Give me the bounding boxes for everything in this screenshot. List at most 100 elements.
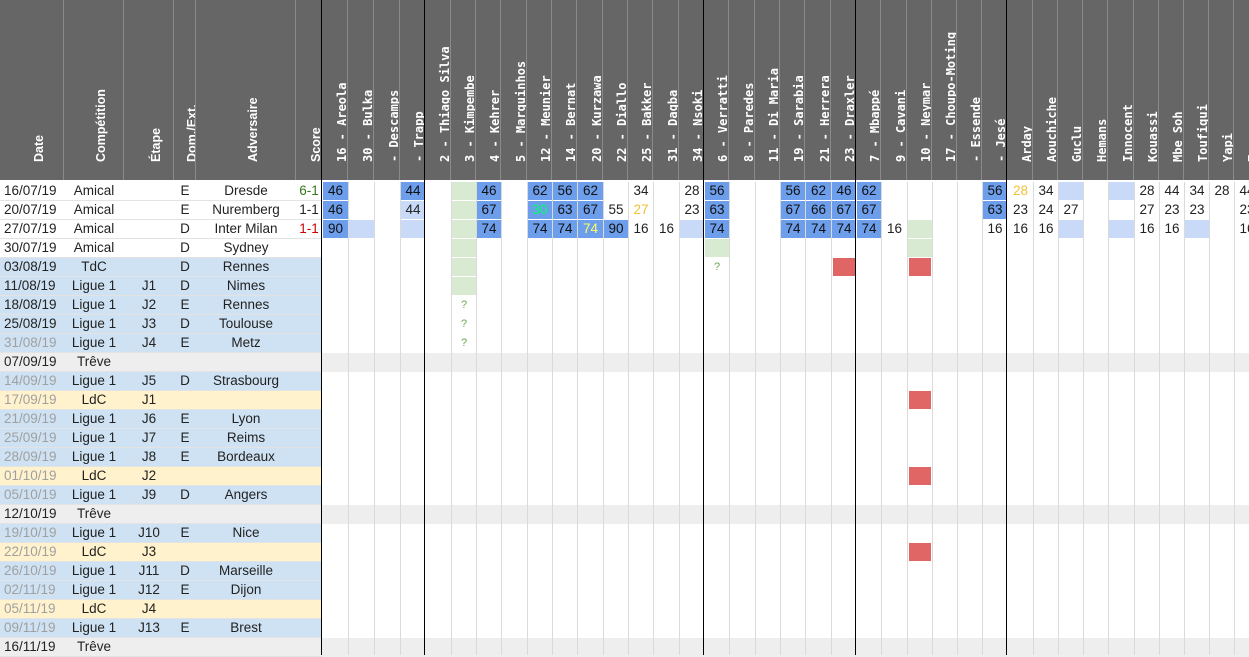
player-cell[interactable]: 23 (684, 202, 700, 217)
player-cell[interactable]: 44 (1164, 183, 1180, 198)
player-cell[interactable]: 34 (1038, 183, 1054, 198)
player-cell[interactable]: 28 (1139, 183, 1155, 198)
header-player[interactable]: 14 - Bernat (552, 0, 577, 180)
player-cell[interactable]: 63 (553, 201, 577, 219)
match-row[interactable] (0, 486, 322, 505)
match-row[interactable] (0, 277, 322, 296)
header-player[interactable]: 11 - Di Maria (755, 0, 780, 180)
match-row[interactable] (0, 182, 322, 201)
player-cell[interactable]: 62 (528, 182, 552, 200)
player-cell[interactable]: 44 (1239, 183, 1249, 198)
match-row[interactable] (0, 258, 322, 277)
player-cell[interactable]: 28 (1214, 183, 1230, 198)
player-cell[interactable]: 27 (633, 202, 649, 217)
header-player[interactable]: Guclu (1058, 0, 1083, 180)
header-player[interactable]: Mbe Soh (1159, 0, 1184, 180)
match-row[interactable] (0, 334, 322, 353)
player-cell[interactable] (705, 239, 729, 257)
match-row[interactable] (0, 353, 322, 372)
player-cell[interactable]: 16 (1038, 221, 1054, 236)
header-competition[interactable]: Compétition (64, 0, 124, 180)
header-player[interactable]: 6 - Verratti (704, 0, 729, 180)
match-row[interactable] (0, 296, 322, 315)
player-cell[interactable]: 16 (658, 221, 675, 236)
header-player[interactable]: 12 - Meunier (527, 0, 552, 180)
header-player[interactable]: - Trapp (400, 0, 425, 180)
match-row[interactable] (0, 372, 322, 391)
header-player[interactable]: 20 - Kurzawa (577, 0, 603, 180)
header-player[interactable]: 21 - Herrera (805, 0, 831, 180)
match-row[interactable] (0, 619, 322, 638)
player-cell[interactable]: 27 (1139, 202, 1155, 217)
match-row[interactable] (0, 391, 322, 410)
header-date[interactable]: Date (0, 0, 64, 180)
player-cell[interactable]: 74 (528, 220, 552, 238)
header-player[interactable]: 17 - Choupo-Moting (932, 0, 957, 180)
player-cell[interactable] (909, 391, 931, 409)
player-cell[interactable] (1109, 182, 1134, 200)
header-player[interactable]: Zagre (1234, 0, 1249, 180)
header-player[interactable]: 4 - Kehrer (476, 0, 501, 180)
player-cell[interactable] (349, 220, 374, 238)
player-cell[interactable] (452, 182, 476, 200)
player-cell[interactable]: 34 (1189, 183, 1205, 198)
match-row[interactable] (0, 410, 322, 429)
match-row[interactable] (0, 600, 322, 619)
player-cell[interactable]: 56 (705, 182, 729, 200)
player-cell[interactable]: 67 (832, 201, 856, 219)
player-cell[interactable]: 46 (477, 182, 501, 200)
player-cell[interactable] (909, 467, 931, 485)
header-player[interactable]: Toufiqui (1184, 0, 1209, 180)
header-player[interactable]: 23 - Draxler (831, 0, 856, 180)
player-cell[interactable]: 74 (857, 220, 881, 238)
match-row[interactable] (0, 543, 322, 562)
header-player[interactable]: 30 - Bulka (348, 0, 374, 180)
player-cell[interactable]: 46 (323, 201, 348, 219)
player-cell[interactable]: 56 (781, 182, 805, 200)
player-cell[interactable]: 74 (578, 220, 603, 238)
header-score[interactable]: Score (296, 0, 322, 180)
header-player[interactable]: 10 - Neymar (907, 0, 932, 180)
player-cell[interactable] (909, 543, 931, 561)
player-cell[interactable]: 23 (1012, 202, 1029, 217)
header-player[interactable]: 9 - Cavani (881, 0, 907, 180)
header-etape[interactable]: Étape (124, 0, 174, 180)
player-cell[interactable]: 74 (553, 220, 577, 238)
player-cell[interactable]: 90 (323, 220, 348, 238)
player-cell[interactable]: 24 (1038, 202, 1054, 217)
match-row[interactable] (0, 201, 322, 220)
player-cell[interactable]: 44 (401, 201, 425, 219)
player-cell[interactable]: 23 (1164, 202, 1180, 217)
player-cell[interactable]: 23 (1189, 202, 1205, 217)
player-cell[interactable] (452, 277, 476, 295)
player-cell[interactable]: 56 (553, 182, 577, 200)
player-cell[interactable]: 27 (1063, 202, 1079, 217)
match-row[interactable] (0, 581, 322, 600)
player-cell[interactable]: 74 (781, 220, 805, 238)
player-cell[interactable] (1059, 220, 1083, 238)
header-player[interactable]: - Descamps (374, 0, 400, 180)
header-player[interactable]: 31 - Dagba (653, 0, 679, 180)
player-cell[interactable]: ? (460, 299, 468, 311)
player-cell[interactable]: 62 (857, 182, 881, 200)
header-player[interactable]: Innocent (1108, 0, 1134, 180)
header-player[interactable]: 34 - Nsoki (679, 0, 704, 180)
player-cell[interactable]: 74 (832, 220, 856, 238)
player-cell[interactable] (452, 258, 476, 276)
match-row[interactable] (0, 429, 322, 448)
player-cell[interactable]: 23 (1239, 202, 1249, 217)
match-row[interactable] (0, 448, 322, 467)
match-row[interactable] (0, 505, 322, 524)
player-cell[interactable] (452, 239, 476, 257)
player-cell[interactable] (833, 258, 855, 276)
match-row[interactable] (0, 524, 322, 543)
player-cell[interactable]: 74 (705, 220, 729, 238)
match-row[interactable] (0, 315, 322, 334)
player-cell[interactable]: 74 (806, 220, 831, 238)
player-cell[interactable] (1185, 220, 1209, 238)
player-cell[interactable]: 66 (806, 201, 831, 219)
header-player[interactable]: 5 - Marquinhos (501, 0, 527, 180)
header-player[interactable]: Kouassi (1134, 0, 1159, 180)
header-player[interactable]: 16 - Areola (322, 0, 348, 180)
player-cell[interactable]: 16 (1239, 221, 1249, 236)
